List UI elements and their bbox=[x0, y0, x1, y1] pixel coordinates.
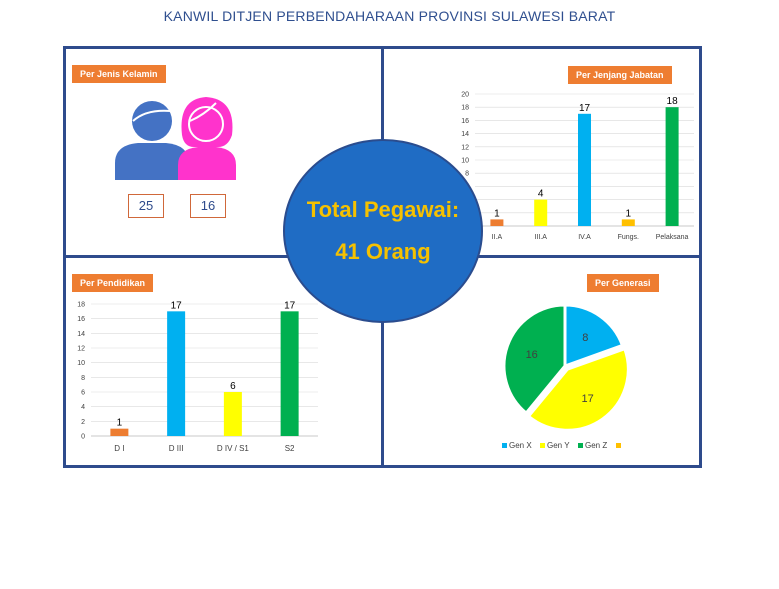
x-tick-label: S2 bbox=[285, 444, 295, 453]
bar bbox=[490, 219, 504, 226]
y-tick-label: 10 bbox=[77, 360, 85, 367]
y-tick-label: 4 bbox=[81, 404, 85, 411]
rank-panel-label: Per Jenjang Jabatan bbox=[568, 66, 672, 84]
pie-slice bbox=[502, 303, 567, 416]
bar-value-label: 18 bbox=[667, 96, 679, 107]
legend-label: Gen X bbox=[509, 441, 532, 450]
bar bbox=[223, 392, 242, 436]
bar bbox=[578, 113, 591, 226]
bar bbox=[167, 311, 186, 436]
pie-slice bbox=[526, 346, 630, 432]
y-tick-label: 16 bbox=[77, 316, 85, 323]
x-tick-label: D IV / S1 bbox=[217, 444, 250, 453]
gender-panel-label: Per Jenis Kelamin bbox=[72, 65, 166, 83]
x-tick-label: Pelaksana bbox=[656, 234, 689, 241]
legend-swatch bbox=[502, 443, 507, 448]
x-tick-label: Fungs. bbox=[618, 234, 639, 241]
y-tick-label: 8 bbox=[465, 171, 469, 178]
page-title: KANWIL DITJEN PERBENDAHARAAN PROVINSI SU… bbox=[163, 8, 616, 24]
x-tick-label: IV.A bbox=[578, 234, 591, 241]
education-panel-label: Per Pendidikan bbox=[72, 274, 154, 292]
generation-panel-label: Per Generasi bbox=[587, 274, 659, 292]
bar-value-label: 17 bbox=[171, 300, 183, 311]
bar bbox=[534, 199, 548, 226]
legend-label: Gen Y bbox=[547, 441, 570, 450]
total-label: Total Pegawai: bbox=[306, 197, 460, 222]
legend-swatch bbox=[540, 443, 545, 448]
bar bbox=[665, 107, 679, 226]
bar-value-label: 1 bbox=[117, 418, 123, 429]
bar bbox=[110, 428, 129, 436]
y-tick-label: 18 bbox=[461, 105, 469, 112]
y-tick-label: 8 bbox=[81, 375, 85, 382]
legend-label: Gen Z bbox=[585, 441, 607, 450]
y-tick-label: 20 bbox=[461, 92, 469, 99]
y-tick-label: 18 bbox=[77, 302, 85, 309]
pie-slice bbox=[563, 303, 625, 369]
y-tick-label: 14 bbox=[77, 331, 85, 338]
x-tick-label: D III bbox=[169, 444, 184, 453]
pie-value-label: 8 bbox=[582, 332, 588, 344]
gender-icons bbox=[115, 97, 236, 180]
bar-value-label: 6 bbox=[230, 381, 236, 392]
bar-value-label: 1 bbox=[626, 208, 632, 219]
y-tick-label: 16 bbox=[461, 118, 469, 125]
pie-value-label: 16 bbox=[526, 349, 538, 361]
bar-value-label: 4 bbox=[538, 189, 544, 200]
education-bar-chart: 0 2 4 6 8 10 12 14 16 18 1 D I 17 D III 6 D IV / S1 17 S2 bbox=[77, 300, 318, 453]
legend-swatch bbox=[578, 443, 583, 448]
x-tick-label: II.A bbox=[492, 234, 503, 241]
y-tick-label: 6 bbox=[81, 390, 85, 397]
bar bbox=[621, 219, 635, 226]
y-tick-label: 0 bbox=[81, 434, 85, 441]
y-tick-label: 10 bbox=[461, 158, 469, 165]
y-tick-label: 12 bbox=[77, 346, 85, 353]
legend-swatch bbox=[616, 443, 621, 448]
x-tick-label: III.A bbox=[534, 234, 547, 241]
bar-value-label: 17 bbox=[284, 300, 296, 311]
female-person-icon bbox=[178, 97, 236, 180]
male-person-icon bbox=[115, 101, 189, 180]
bar-value-label: 17 bbox=[579, 103, 591, 114]
male-count: 25 bbox=[128, 194, 164, 218]
total-value: 41 Orang bbox=[335, 239, 431, 264]
y-tick-label: 12 bbox=[461, 144, 469, 151]
bar bbox=[280, 311, 299, 436]
bar-value-label: 1 bbox=[494, 208, 500, 219]
y-tick-label: 14 bbox=[461, 131, 469, 138]
female-count: 16 bbox=[190, 194, 226, 218]
generation-pie-chart: 8 17 16 Gen X Gen Y Gen Z bbox=[502, 303, 630, 450]
pie-value-label: 17 bbox=[582, 393, 594, 405]
total-employees-circle: Total Pegawai: 41 Orang bbox=[283, 139, 483, 323]
y-tick-label: 2 bbox=[81, 419, 85, 426]
x-tick-label: D I bbox=[114, 444, 124, 453]
